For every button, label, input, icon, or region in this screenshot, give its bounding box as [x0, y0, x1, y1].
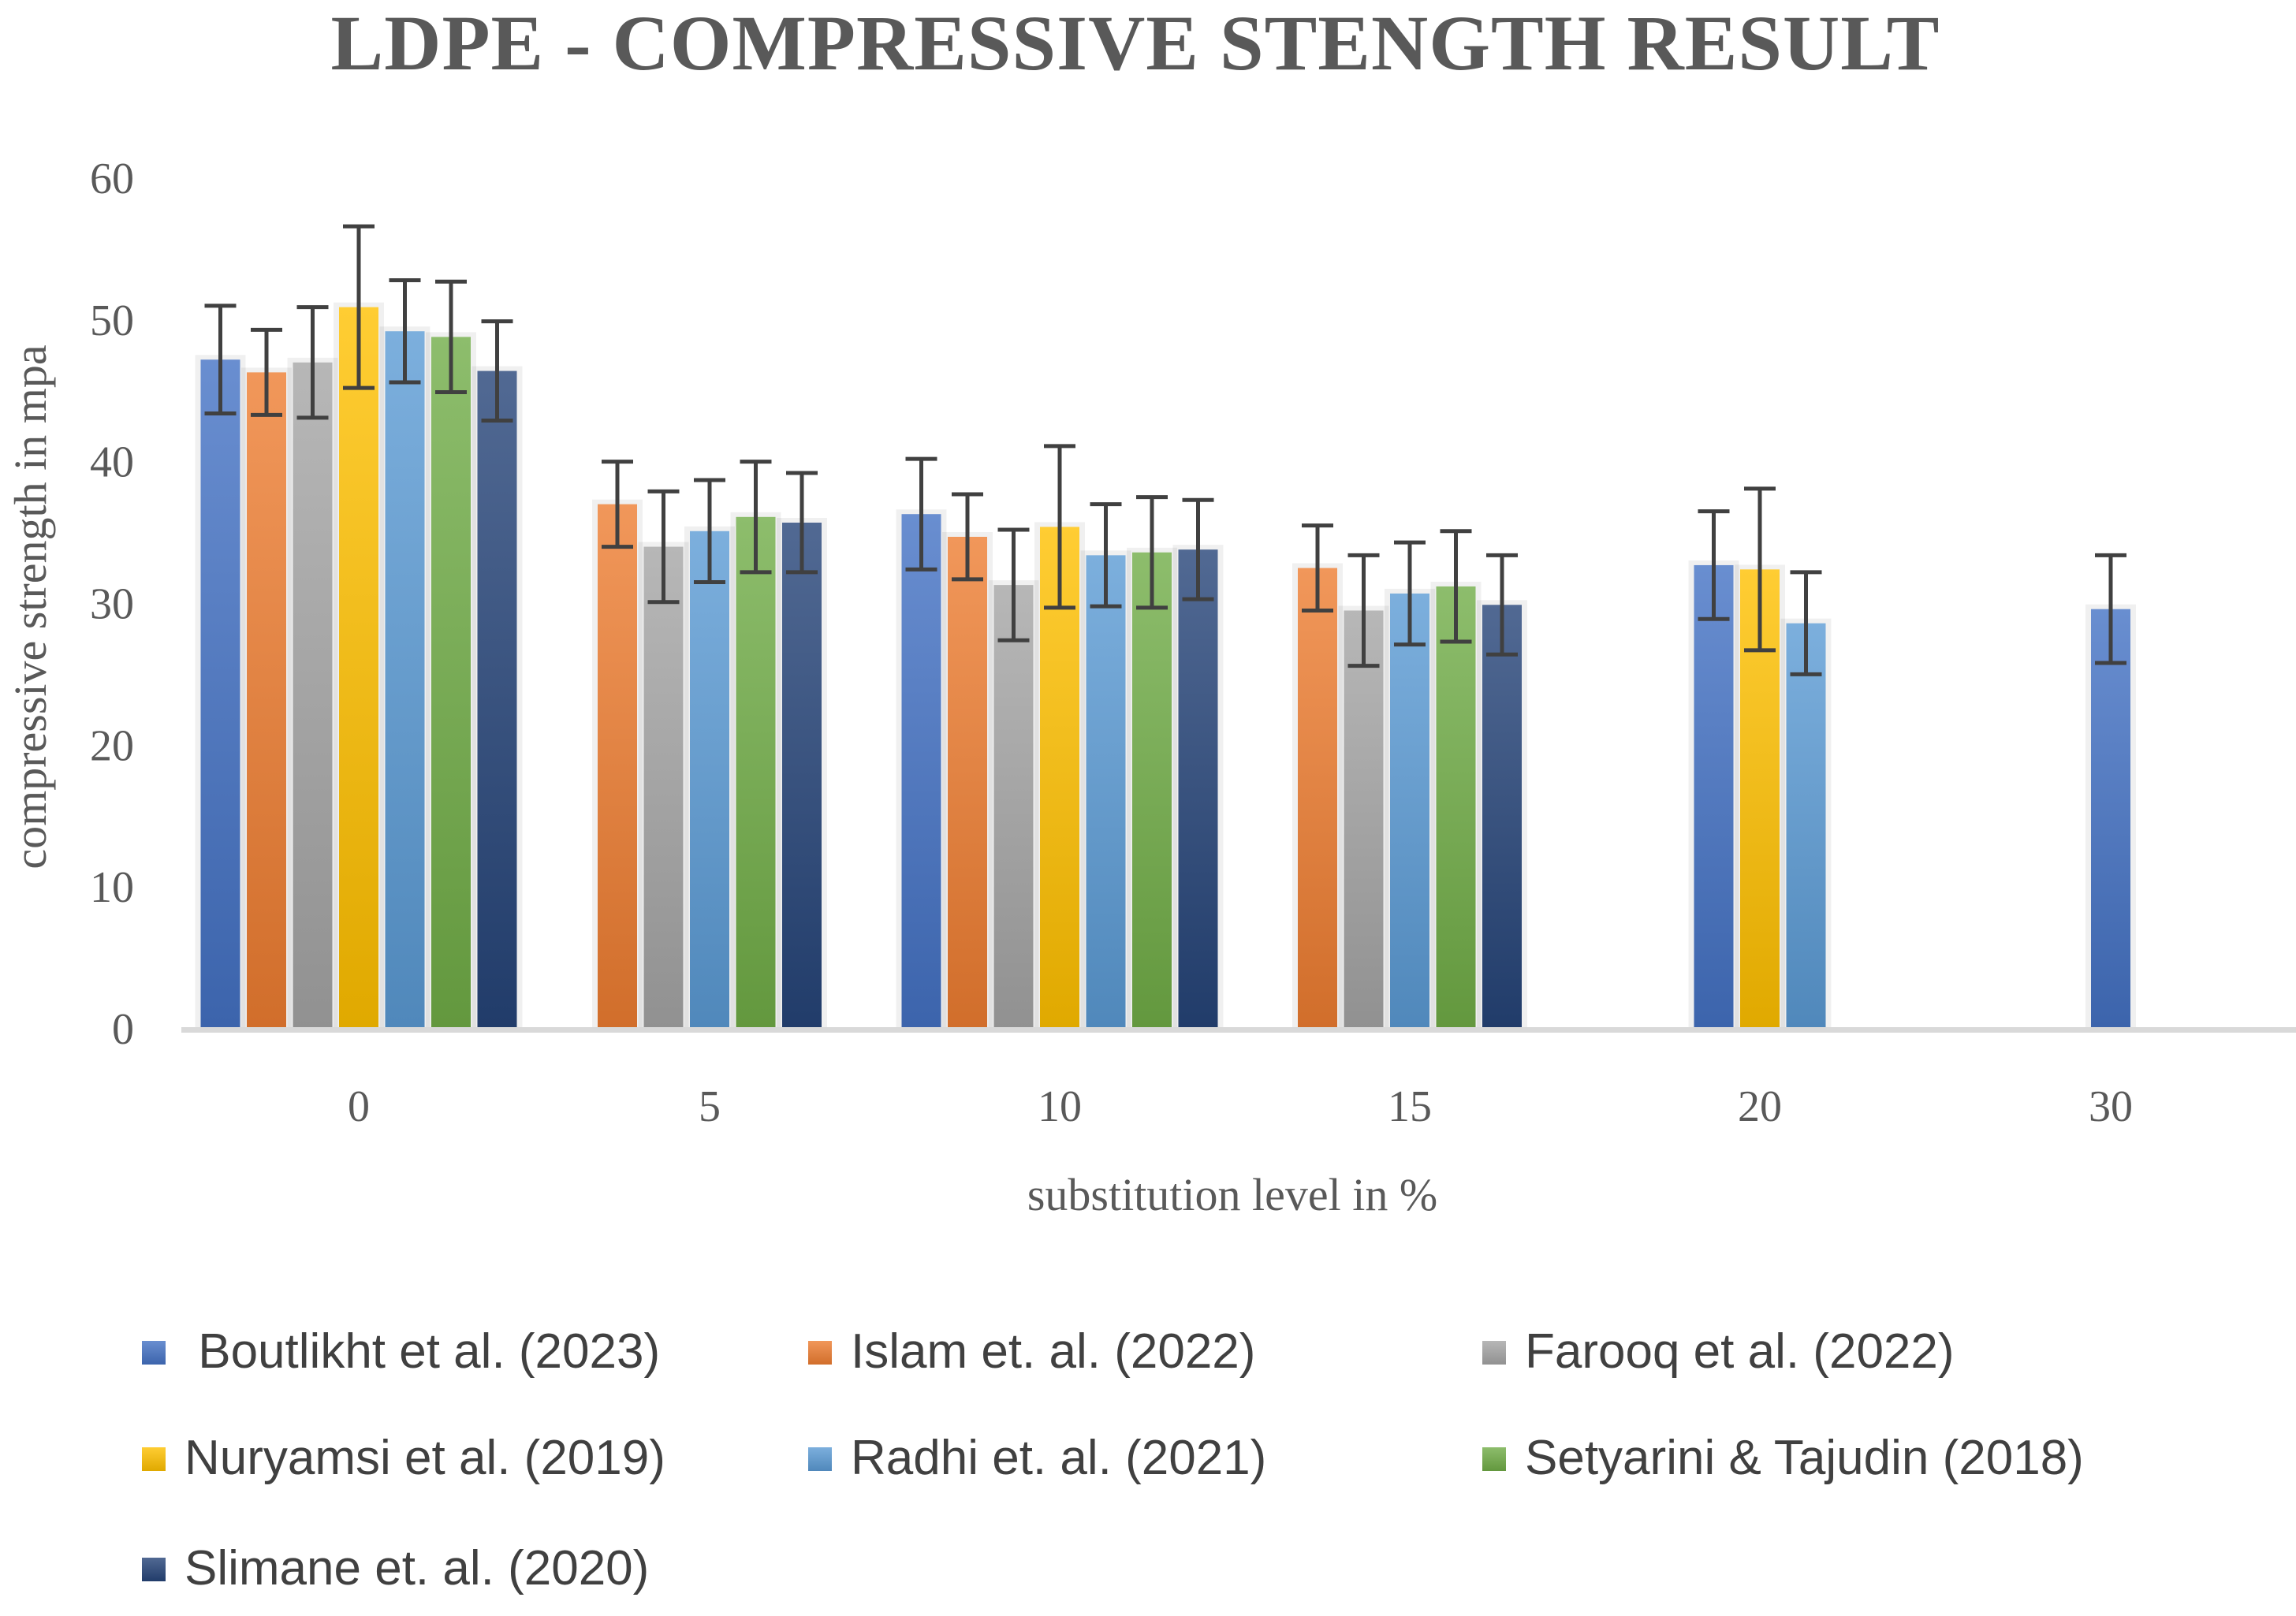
bar — [200, 359, 240, 1030]
y-tick-label: 30 — [90, 580, 134, 629]
x-tick-label: 0 — [348, 1082, 370, 1131]
legend-label: Nuryamsi et al. (2019) — [184, 1431, 665, 1485]
x-tick-label: 20 — [1738, 1082, 1782, 1131]
y-tick-label: 10 — [90, 863, 134, 912]
bar — [901, 514, 941, 1029]
y-tick-label: 50 — [90, 296, 134, 345]
bar — [782, 522, 822, 1029]
bar — [948, 536, 987, 1029]
legend-label: Slimane et. al. (2020) — [184, 1541, 649, 1596]
bar — [1786, 623, 1826, 1029]
legend-swatch — [1482, 1341, 1506, 1365]
bar — [1344, 610, 1384, 1029]
bar — [1482, 605, 1522, 1029]
x-tick-label: 15 — [1388, 1082, 1432, 1131]
bar — [2091, 609, 2130, 1029]
bar — [643, 546, 684, 1029]
legend-label: Setyarini & Tajudin (2018) — [1525, 1431, 2084, 1485]
bar — [431, 337, 471, 1029]
bars — [195, 302, 2136, 1030]
legend: Boutlikht et al. (2023) Islam et. al. (20… — [142, 1324, 2084, 1596]
bar — [1132, 552, 1172, 1029]
bar — [1436, 586, 1476, 1029]
bar — [598, 504, 637, 1029]
bar — [385, 331, 425, 1030]
bar — [477, 370, 517, 1029]
legend-swatch — [808, 1341, 832, 1365]
x-tick-label: 5 — [699, 1082, 721, 1131]
legend-label: Radhi et. al. (2021) — [851, 1431, 1266, 1485]
y-axis-tick-labels: 0 10 20 30 40 50 60 — [90, 155, 134, 1054]
y-axis-title: compressive strength in mpa — [5, 344, 56, 869]
y-tick-label: 40 — [90, 438, 134, 487]
bar — [1040, 527, 1079, 1029]
bar — [1298, 568, 1337, 1029]
bar — [736, 516, 776, 1029]
chart-title: LDPE - COMPRESSIVE STENGTH RESULT — [331, 0, 1940, 87]
y-tick-label: 60 — [90, 155, 134, 203]
y-tick-label: 0 — [112, 1005, 134, 1054]
legend-swatch — [142, 1447, 166, 1471]
y-tick-label: 20 — [90, 721, 134, 770]
legend-swatch — [808, 1447, 832, 1471]
x-tick-label: 30 — [2089, 1082, 2133, 1131]
x-axis-baseline — [181, 1027, 2296, 1033]
bar — [993, 585, 1034, 1029]
bar — [1390, 593, 1429, 1029]
legend-label: Boutlikht et al. (2023) — [184, 1324, 660, 1379]
legend-label: Farooq et al. (2022) — [1525, 1324, 1955, 1379]
legend-swatch — [1482, 1447, 1506, 1471]
bar — [1086, 555, 1126, 1029]
bar — [293, 362, 333, 1029]
legend-swatch — [142, 1558, 166, 1581]
x-axis-title: substitution level in % — [1027, 1169, 1437, 1220]
bar — [247, 372, 286, 1029]
legend-label: Islam et. al. (2022) — [851, 1324, 1255, 1379]
x-axis-tick-labels: 0 5 10 15 20 30 — [348, 1082, 2133, 1131]
error-bars — [204, 224, 2126, 676]
bar — [690, 531, 729, 1029]
bar — [1694, 564, 1734, 1029]
x-tick-label: 10 — [1038, 1082, 1082, 1131]
bar — [1178, 549, 1218, 1029]
legend-swatch — [142, 1341, 166, 1365]
bar — [339, 307, 378, 1030]
